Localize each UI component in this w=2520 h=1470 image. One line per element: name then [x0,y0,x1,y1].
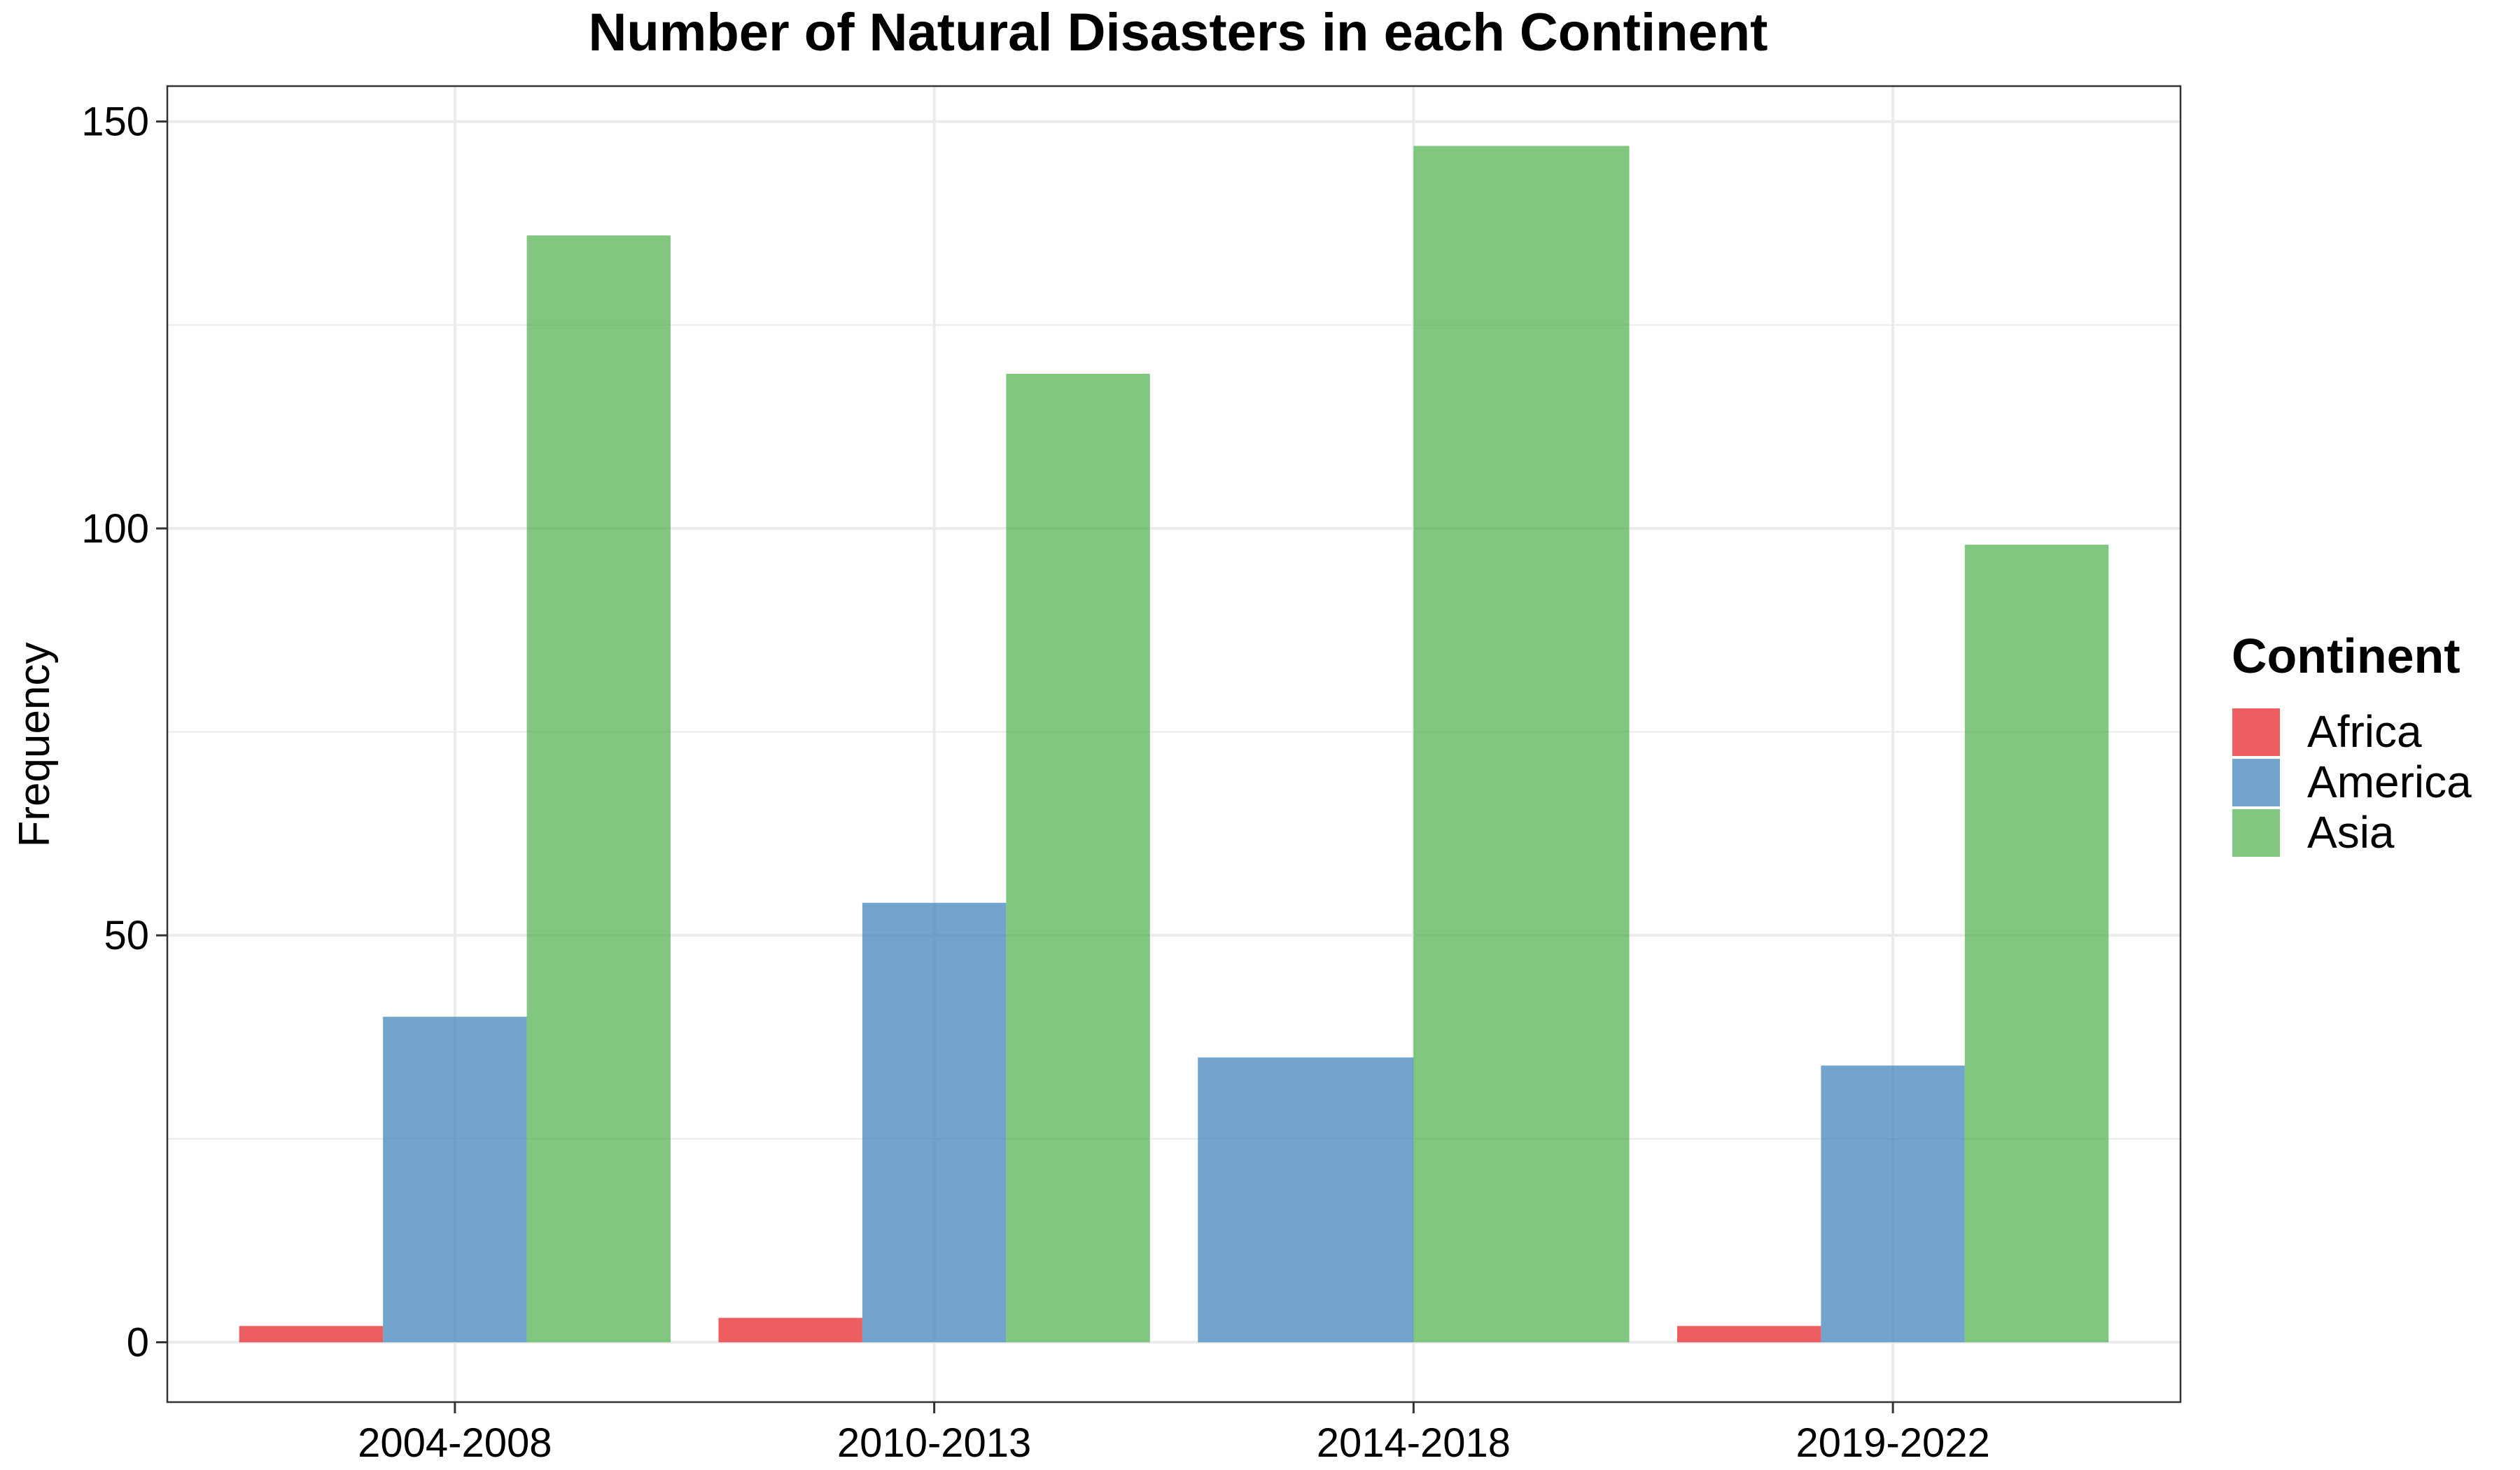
y-axis: 0 50 100 150 [81,99,167,1366]
legend-key-asia [2232,809,2280,857]
bar-asia-2014-2018 [1413,146,1630,1343]
bars [239,146,2109,1343]
bar-africa-2019-2022 [1677,1326,1821,1343]
x-tick-label: 2014-2018 [1317,1420,1511,1466]
bar-america-2019-2022 [1821,1065,1965,1343]
x-tick-label: 2019-2022 [1795,1420,1989,1466]
y-tick-label: 150 [81,99,149,145]
legend-label-africa: Africa [2307,706,2422,757]
bar-america-2004-2008 [383,1016,527,1343]
x-tick-label: 2004-2008 [358,1420,552,1466]
y-tick-label: 0 [127,1320,149,1366]
y-tick-label: 100 [81,506,149,552]
legend-key-america [2232,759,2280,806]
bar-america-2014-2018 [1198,1057,1414,1343]
legend-label-asia: Asia [2307,807,2395,858]
legend-title: Continent [2232,629,2460,683]
y-tick-label: 50 [104,913,149,958]
legend-key-africa [2232,708,2280,756]
chart-title: Number of Natural Disasters in each Cont… [589,3,1768,62]
legend-label-america: America [2307,757,2472,807]
bar-america-2010-2013 [862,902,1007,1343]
plot-panel-border [166,85,2182,1404]
bar-africa-2010-2013 [718,1317,862,1343]
bar-asia-2019-2022 [1964,545,2109,1343]
bar-africa-2004-2008 [239,1326,384,1343]
bar-asia-2010-2013 [1006,373,1150,1343]
x-axis: 2004-2008 2010-2013 2014-2018 2019-2022 [358,1402,1990,1466]
x-tick-label: 2010-2013 [837,1420,1031,1466]
y-axis-label: Frequency [10,643,59,848]
bar-asia-2004-2008 [526,235,671,1343]
